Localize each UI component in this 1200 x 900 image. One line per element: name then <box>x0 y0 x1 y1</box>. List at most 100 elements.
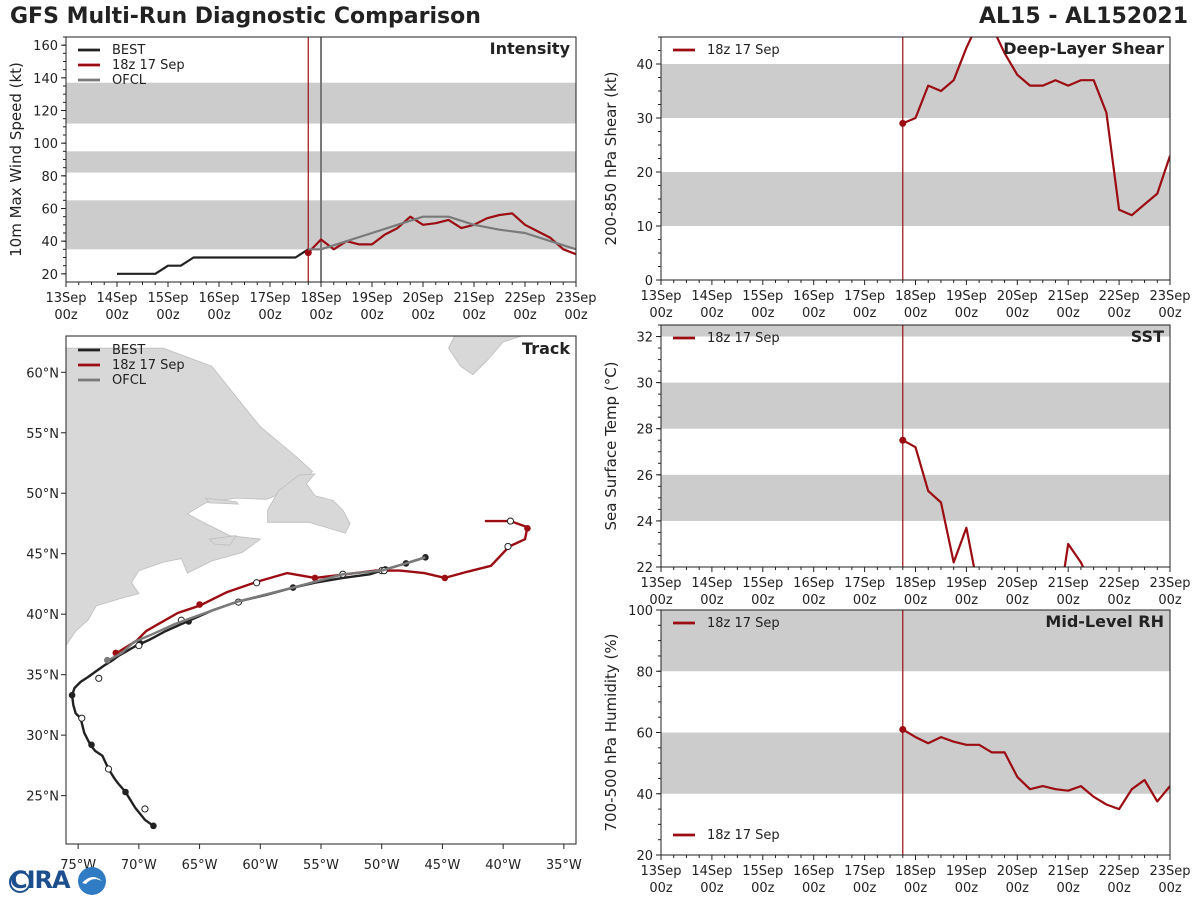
rh-band <box>661 732 1170 794</box>
sst-xtick-day: 17Sep <box>844 576 885 591</box>
intensity-xtick-hour: 00z <box>105 308 129 323</box>
sst-ytick-label: 28 <box>636 423 653 438</box>
intensity-ytick-label: 60 <box>41 203 58 218</box>
intensity-series <box>117 212 576 275</box>
track-ytick-label: 55°N <box>26 427 59 442</box>
page-title: GFS Multi-Run Diagnostic Comparison <box>10 4 481 29</box>
shear-ytick-label: 0 <box>645 274 653 289</box>
intensity-xtick-day: 19Sep <box>351 291 392 306</box>
shear-legend-label: 18z 17 Sep <box>707 43 780 58</box>
sst-xtick-hour: 00z <box>649 593 673 608</box>
track-title: Track <box>522 339 570 358</box>
shear-xtick-hour: 00z <box>1057 306 1081 321</box>
intensity-line-ofcl <box>308 215 576 251</box>
anticosti-island <box>204 497 240 505</box>
sst-xtick-day: 16Sep <box>793 576 834 591</box>
sst-ytick-label: 30 <box>636 377 653 392</box>
track-ytick-label: 45°N <box>26 548 59 563</box>
intensity-xtick-hour: 00z <box>513 308 537 323</box>
sst-xtick-day: 22Sep <box>1099 576 1140 591</box>
intensity-legend-label: OFCL <box>112 73 147 88</box>
rh-xtick-day: 14Sep <box>691 864 732 879</box>
shear-title: Deep-Layer Shear <box>1003 39 1164 58</box>
rh-xtick-day: 16Sep <box>793 864 834 879</box>
track-xtick-label: 35°W <box>546 858 582 873</box>
intensity-xtick-hour: 00z <box>258 308 282 323</box>
shear-xtick-day: 15Sep <box>742 289 783 304</box>
rh-xtick-hour: 00z <box>1107 881 1131 896</box>
rh-ytick-label: 60 <box>636 727 653 742</box>
track-xtick-label: 65°W <box>182 858 218 873</box>
shear-xtick-day: 17Sep <box>844 289 885 304</box>
sst-xtick-hour: 00z <box>1006 593 1030 608</box>
rh-xtick-hour: 00z <box>751 881 775 896</box>
shear-xtick-day: 23Sep <box>1149 289 1190 304</box>
intensity-ytick-label: 160 <box>33 39 58 54</box>
intensity-xtick-day: 17Sep <box>249 291 290 306</box>
track-xtick-label: 60°W <box>242 858 278 873</box>
intensity-ytick-label: 140 <box>33 72 58 87</box>
sst-xtick-day: 23Sep <box>1149 576 1190 591</box>
intensity-xtick-hour: 00z <box>54 308 78 323</box>
rh-line-model <box>902 728 1170 811</box>
sst-xtick-hour: 00z <box>802 593 826 608</box>
sst-band <box>661 382 1170 429</box>
sst-title: SST <box>1131 327 1164 346</box>
rh-xtick-day: 18Sep <box>895 864 936 879</box>
track-ytick-label: 50°N <box>26 487 59 502</box>
rh-band <box>661 610 1170 672</box>
cira-logo-text: CIRA <box>10 866 71 894</box>
rh-ylabel: 700-500 hPa Humidity (%) <box>602 633 620 831</box>
shear-xtick-day: 14Sep <box>691 289 732 304</box>
rh-xtick-day: 19Sep <box>946 864 987 879</box>
track-panel: 75°W 70°W 65°W 60°W 55°W 50°W 45°W 40°W 35°W25°N… <box>26 335 582 873</box>
shear-init-marker <box>899 119 907 127</box>
intensity-xtick-day: 22Sep <box>504 291 545 306</box>
shear-ylabel: 200-850 hPa Shear (kt) <box>602 72 620 246</box>
track-ytick-label: 30°N <box>26 729 59 744</box>
rh-legend-label: 18z 17 Sep <box>707 828 780 843</box>
intensity-xtick-day: 18Sep <box>300 291 341 306</box>
track-ytick-label: 25°N <box>26 790 59 805</box>
rh-title: Mid-Level RH <box>1045 612 1164 631</box>
sst-line-model <box>902 439 976 567</box>
sst-xtick-day: 14Sep <box>691 576 732 591</box>
shear-xtick-day: 22Sep <box>1099 289 1140 304</box>
track-point-model <box>196 601 203 608</box>
intensity-panel: 20 40 60 80 100 120 140 160 13Sep 00z 14Sep 00z 15Se… <box>7 36 597 323</box>
sst-series <box>899 436 1085 567</box>
sst-xtick-hour: 00z <box>1057 593 1081 608</box>
sst-xtick-hour: 00z <box>904 593 928 608</box>
sst-panel: 22 24 26 28 30 32 13Sep 00z 14Sep 00z 15Sep 00z 16Se… <box>602 324 1191 608</box>
shear-xtick-hour: 00z <box>700 306 724 321</box>
track-map <box>66 336 531 830</box>
north-america-land <box>66 347 314 647</box>
rh-ytick-label: 20 <box>636 849 653 864</box>
shear-ytick-label: 10 <box>636 220 653 235</box>
rh-xtick-hour: 00z <box>1057 881 1081 896</box>
sst-xtick-hour: 00z <box>751 593 775 608</box>
shear-xtick-day: 21Sep <box>1048 289 1089 304</box>
intensity-ytick-label: 40 <box>41 235 58 250</box>
shear-line-model <box>902 37 1170 217</box>
shear-xtick-day: 13Sep <box>640 289 681 304</box>
shear-xtick-day: 16Sep <box>793 289 834 304</box>
rh-xtick-day: 17Sep <box>844 864 885 879</box>
sst-line-model <box>1063 542 1085 567</box>
pei-land <box>208 535 237 546</box>
intensity-line-best <box>117 248 309 275</box>
intensity-init-marker <box>304 249 312 257</box>
track-point-open-best <box>104 765 113 773</box>
shear-panel: 0 10 20 30 40 13Sep 00z 14Sep 00z 15Sep 00z 16Sep 00… <box>602 36 1191 321</box>
intensity-xtick-day: 13Sep <box>45 291 86 306</box>
shear-xtick-hour: 00z <box>802 306 826 321</box>
shear-ytick-label: 40 <box>636 58 653 73</box>
shear-xtick-day: 19Sep <box>946 289 987 304</box>
intensity-legend-label: 18z 17 Sep <box>112 58 185 73</box>
shear-xtick-hour: 00z <box>853 306 877 321</box>
shear-xtick-hour: 00z <box>1006 306 1030 321</box>
track-point-best <box>122 788 129 796</box>
track-xtick-label: 50°W <box>364 858 400 873</box>
sst-xtick-hour: 00z <box>1107 593 1131 608</box>
